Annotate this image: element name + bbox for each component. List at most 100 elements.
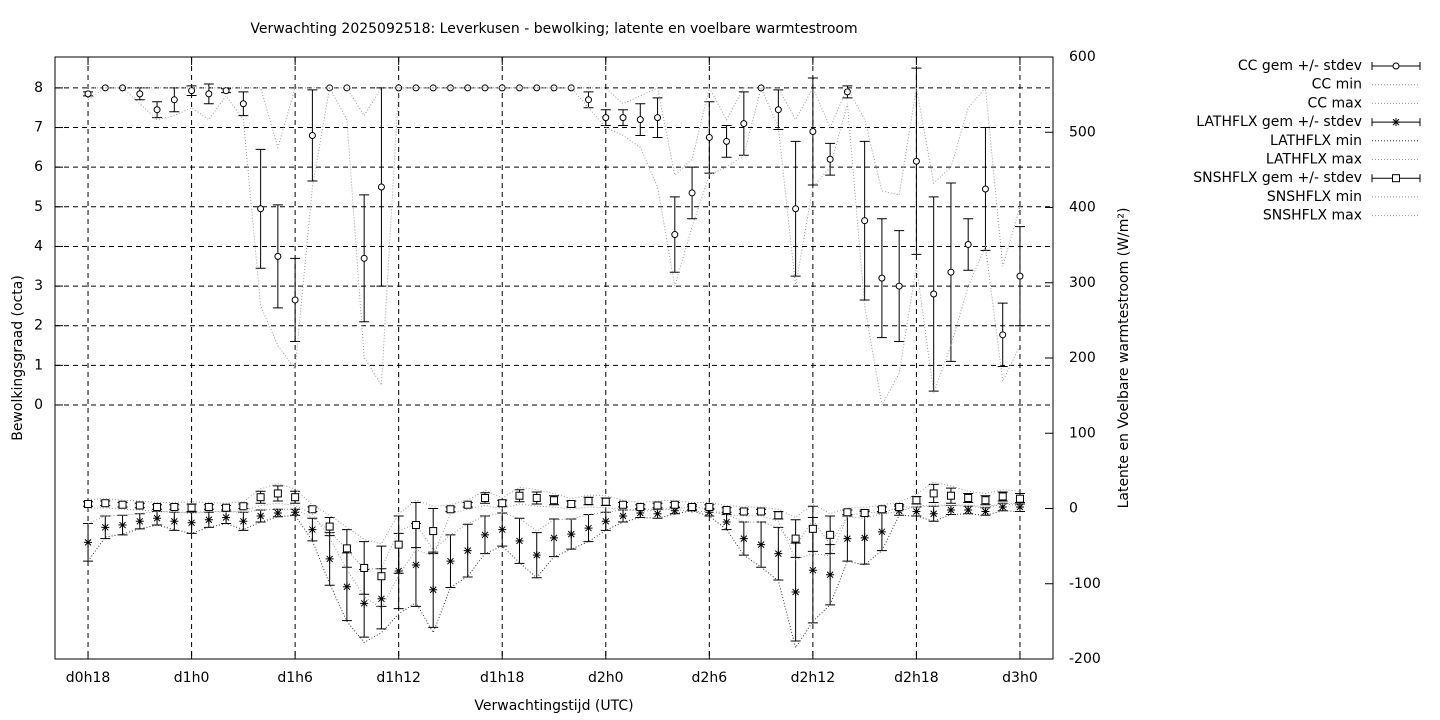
point: [809, 128, 817, 136]
point: [947, 268, 955, 276]
point: [619, 114, 627, 122]
point: [308, 505, 317, 514]
point: [791, 588, 800, 597]
point: [101, 523, 110, 532]
y2-tick-label: -200: [1069, 651, 1101, 667]
y2-tick-label: 400: [1069, 200, 1096, 216]
point: [377, 183, 385, 191]
point: [256, 493, 265, 502]
point: [446, 505, 455, 514]
point: [705, 508, 714, 517]
y2-tick-label: 600: [1069, 49, 1096, 65]
point: [705, 502, 714, 511]
point: [101, 499, 110, 508]
point: [740, 120, 748, 128]
point: [723, 137, 731, 145]
point: [619, 512, 628, 521]
point: [187, 503, 196, 512]
y-tick-label: 8: [34, 80, 43, 96]
point: [239, 100, 247, 108]
point: [981, 496, 990, 505]
x-tick-label: d1h0: [174, 670, 210, 686]
point: [463, 500, 472, 509]
point: [601, 517, 610, 526]
point: [999, 331, 1007, 339]
point: [757, 84, 765, 92]
point: [239, 517, 248, 526]
point: [188, 87, 196, 95]
point: [291, 508, 300, 517]
y-tick-label: 7: [34, 120, 43, 136]
point: [257, 205, 265, 213]
point: [601, 497, 610, 506]
point: [895, 502, 904, 511]
point: [722, 518, 731, 527]
point: [135, 517, 144, 526]
point: [912, 157, 920, 165]
point: [757, 507, 766, 516]
point: [998, 502, 1007, 511]
point: [739, 534, 748, 543]
y-tick-label: 1: [34, 357, 43, 373]
y-tick-label: 0: [34, 397, 43, 413]
point: [808, 524, 817, 533]
point: [705, 133, 713, 141]
point: [222, 513, 231, 522]
point: [929, 489, 938, 498]
y-tick-label: 2: [34, 318, 43, 334]
point: [256, 512, 265, 521]
plot-frame: [54, 56, 1054, 660]
point: [878, 274, 886, 282]
point: [671, 231, 679, 239]
point: [757, 540, 766, 549]
point: [515, 536, 524, 545]
point: [550, 84, 558, 92]
point: [377, 572, 386, 581]
point: [273, 489, 282, 498]
point: [394, 540, 403, 549]
point: [584, 496, 593, 505]
point: [619, 500, 628, 509]
chart-title: Verwachting 2025092518: Leverkusen - bew…: [250, 21, 857, 37]
point: [84, 499, 93, 508]
point: [170, 517, 179, 526]
point: [360, 563, 369, 572]
point: [912, 507, 921, 516]
point: [308, 131, 316, 139]
range-line: [88, 502, 1021, 610]
point: [774, 106, 782, 114]
point: [946, 506, 955, 515]
point: [118, 500, 127, 509]
point: [739, 507, 748, 516]
point: [688, 502, 697, 511]
y-tick-label: 6: [34, 159, 43, 175]
point: [395, 84, 403, 92]
point: [239, 502, 248, 511]
point: [480, 530, 489, 539]
point: [532, 493, 541, 502]
point: [930, 290, 938, 298]
point: [204, 502, 213, 511]
point: [653, 509, 662, 518]
point: [481, 84, 489, 92]
point: [515, 491, 524, 500]
point: [1015, 502, 1024, 511]
point: [981, 185, 989, 193]
point: [584, 524, 593, 533]
point: [135, 501, 144, 510]
range-line: [87, 510, 1020, 649]
point: [118, 521, 127, 530]
point: [550, 533, 558, 542]
point: [274, 252, 282, 260]
y-axis-label: Bewolkingsgraad (octa): [10, 275, 26, 441]
legend-label: LATHFLX max: [1266, 152, 1362, 168]
point: [929, 509, 938, 518]
y-tick-label: 4: [34, 238, 43, 254]
point: [602, 114, 610, 122]
legend-label: CC max: [1307, 95, 1362, 111]
point: [636, 509, 645, 518]
point: [654, 114, 662, 122]
x-axis-label: Verwachtingstijd (UTC): [474, 698, 633, 714]
point: [429, 527, 438, 536]
point: [722, 506, 731, 515]
